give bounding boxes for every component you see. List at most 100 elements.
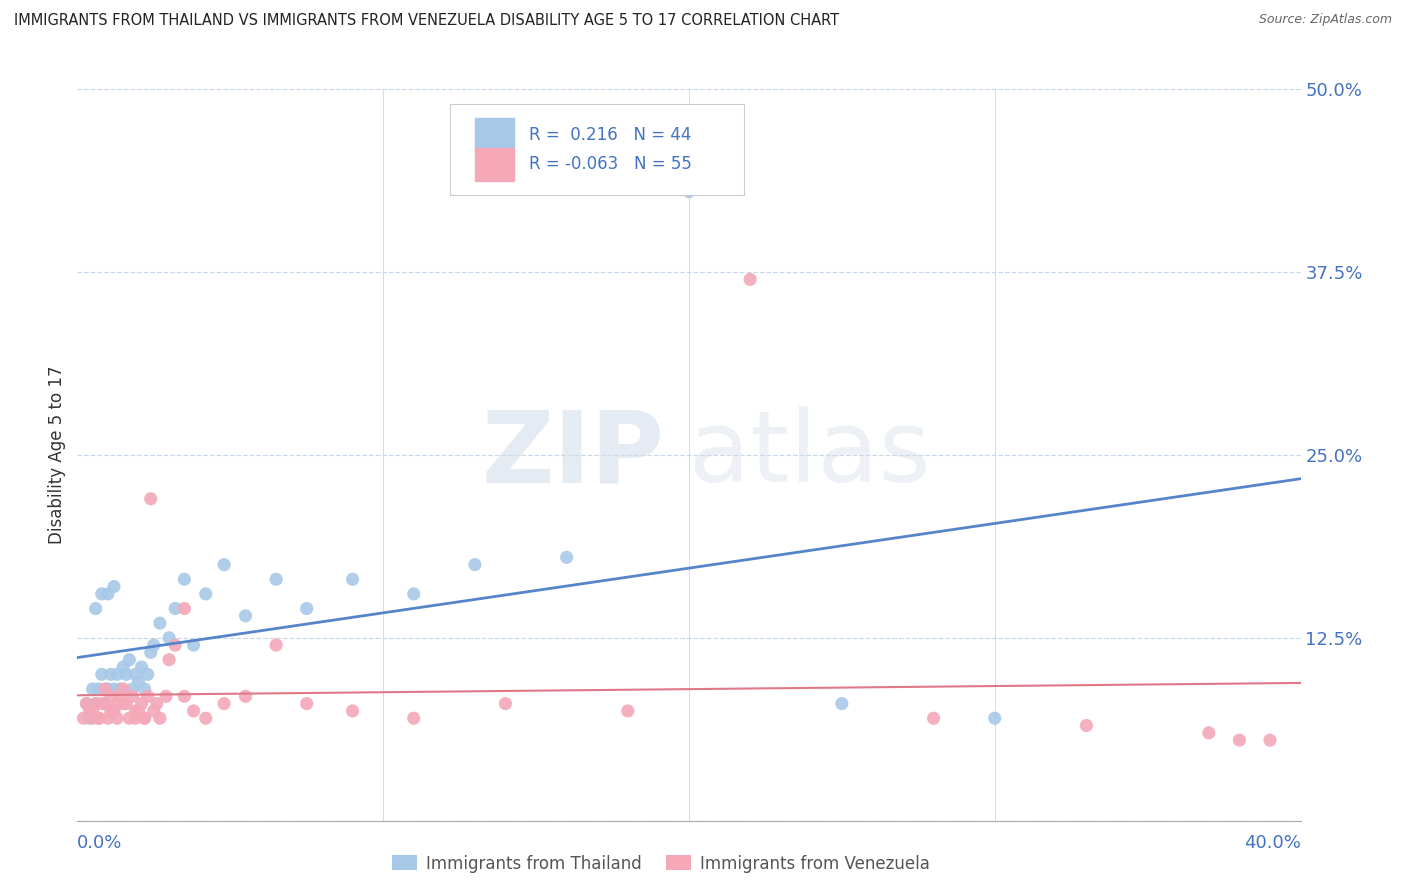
Point — [94, 697, 117, 711]
Text: IMMIGRANTS FROM THAILAND VS IMMIGRANTS FROM VENEZUELA DISABILITY AGE 5 TO 17 COR: IMMIGRANTS FROM THAILAND VS IMMIGRANTS F… — [14, 13, 839, 29]
Point — [194, 711, 217, 725]
Point — [194, 587, 217, 601]
Point — [295, 601, 318, 615]
Text: 0.0%: 0.0% — [77, 834, 122, 852]
Y-axis label: Disability Age 5 to 17: Disability Age 5 to 17 — [48, 366, 66, 544]
Point — [84, 601, 107, 615]
Point — [155, 690, 177, 704]
Text: 40.0%: 40.0% — [1244, 834, 1301, 852]
Point — [124, 704, 146, 718]
Point — [72, 711, 94, 725]
Point — [84, 697, 107, 711]
Point — [79, 704, 101, 718]
Point — [342, 704, 364, 718]
Point — [464, 558, 486, 572]
Point — [121, 690, 143, 704]
Point — [97, 711, 120, 725]
Point — [139, 645, 162, 659]
Point — [173, 690, 195, 704]
Point — [131, 697, 153, 711]
Point — [100, 704, 122, 718]
Point — [146, 697, 169, 711]
Text: ZIP: ZIP — [482, 407, 665, 503]
Point — [165, 601, 187, 615]
Point — [87, 711, 110, 725]
Point — [264, 638, 287, 652]
Point — [157, 653, 180, 667]
Point — [115, 697, 138, 711]
Point — [235, 690, 257, 704]
Point — [118, 711, 141, 725]
Point — [136, 690, 159, 704]
Text: R = -0.063   N = 55: R = -0.063 N = 55 — [529, 155, 692, 173]
Point — [90, 697, 112, 711]
Point — [402, 587, 425, 601]
Point — [235, 608, 257, 623]
Point — [112, 697, 135, 711]
Point — [97, 587, 120, 601]
Point — [212, 558, 235, 572]
Point — [984, 711, 1007, 725]
Point — [127, 704, 149, 718]
Point — [79, 711, 101, 725]
Point — [295, 697, 318, 711]
Point — [678, 185, 700, 199]
Point — [264, 572, 287, 586]
Point — [149, 711, 172, 725]
Point — [84, 697, 107, 711]
Point — [173, 601, 195, 615]
Point — [103, 704, 125, 718]
FancyBboxPatch shape — [475, 119, 515, 152]
Point — [82, 681, 104, 696]
Point — [183, 638, 205, 652]
Point — [1229, 733, 1251, 747]
Point — [108, 681, 131, 696]
Point — [87, 681, 110, 696]
Point — [115, 667, 138, 681]
Point — [342, 572, 364, 586]
Point — [121, 681, 143, 696]
Point — [134, 681, 156, 696]
Point — [90, 667, 112, 681]
Point — [124, 711, 146, 725]
Point — [90, 587, 112, 601]
Point — [1198, 726, 1220, 740]
Point — [131, 660, 153, 674]
Text: atlas: atlas — [689, 407, 931, 503]
Point — [922, 711, 945, 725]
Point — [87, 711, 110, 725]
Point — [76, 697, 98, 711]
Point — [173, 572, 195, 586]
Text: Source: ZipAtlas.com: Source: ZipAtlas.com — [1258, 13, 1392, 27]
Point — [740, 272, 762, 286]
Point — [82, 704, 104, 718]
Point — [139, 491, 162, 506]
Point — [94, 681, 117, 696]
Point — [165, 638, 187, 652]
Point — [134, 711, 156, 725]
Point — [142, 638, 165, 652]
Point — [495, 697, 517, 711]
Point — [183, 704, 205, 718]
Point — [149, 616, 172, 631]
FancyBboxPatch shape — [450, 103, 744, 195]
Point — [112, 660, 135, 674]
Legend: Immigrants from Thailand, Immigrants from Venezuela: Immigrants from Thailand, Immigrants fro… — [385, 848, 936, 880]
Point — [112, 681, 135, 696]
Point — [94, 697, 117, 711]
Point — [1076, 718, 1098, 732]
Point — [100, 690, 122, 704]
Point — [134, 711, 156, 725]
Point — [212, 697, 235, 711]
Point — [76, 697, 98, 711]
Point — [97, 681, 120, 696]
Point — [103, 681, 125, 696]
Point — [82, 711, 104, 725]
Point — [103, 580, 125, 594]
FancyBboxPatch shape — [475, 148, 515, 180]
Point — [402, 711, 425, 725]
Point — [100, 667, 122, 681]
Point — [105, 697, 128, 711]
Point — [118, 653, 141, 667]
Point — [136, 667, 159, 681]
